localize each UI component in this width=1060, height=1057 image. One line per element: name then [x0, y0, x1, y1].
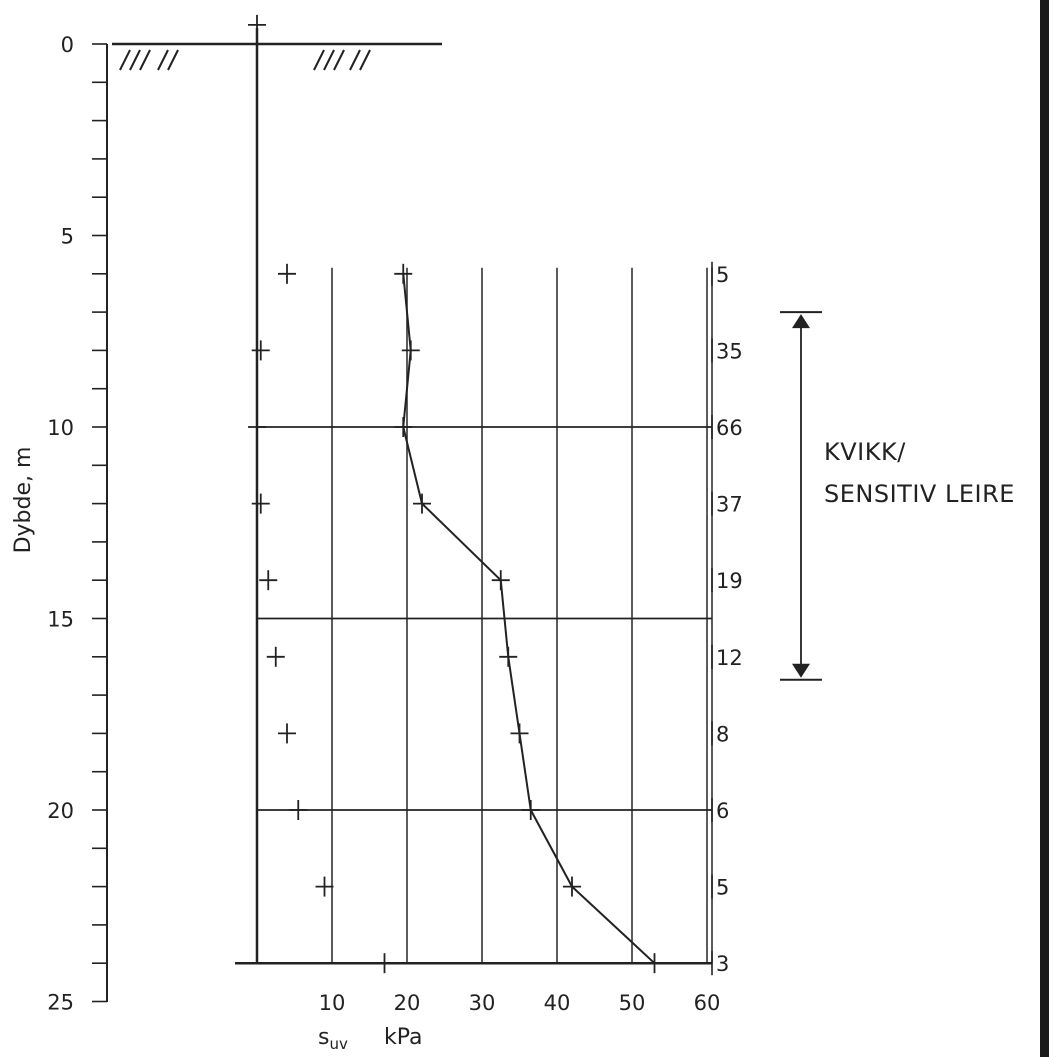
series-0-line: [402, 273, 656, 964]
right-value-label: 5: [716, 263, 729, 287]
depth-tick-label: 0: [61, 33, 74, 57]
x-axis-subscript: uv: [329, 1035, 348, 1053]
depth-ticks: 0 5 10 15 20 25: [47, 33, 107, 1015]
series-1-point: [248, 417, 266, 437]
x-axis-unit: kPa: [384, 1025, 423, 1050]
x-axis-label: suv: [318, 1025, 348, 1053]
series-0-point: [510, 723, 529, 744]
series-1-point: [259, 570, 278, 591]
series-1-point: [315, 876, 334, 897]
right-value-label: 37: [716, 493, 743, 517]
zone-label-line1: KVIKK/: [824, 438, 906, 466]
right-value-label: 66: [716, 416, 743, 440]
series-1-point: [251, 493, 270, 514]
series-0-point: [521, 800, 540, 820]
right-value-label: 3: [716, 952, 729, 976]
zone-annotation: [780, 311, 822, 681]
x-tick-labels: 10 20 30 40 50 60: [319, 991, 721, 1015]
y-axis-label: Dybde, m: [11, 447, 36, 554]
right-value-labels: 5 35 66 37 19 12 8 6 5 3: [711, 261, 743, 976]
ground-hatch-left: [119, 49, 179, 71]
zone-arrow-head-down: [792, 663, 810, 678]
x-tick-label: 10: [319, 991, 346, 1015]
series-1-point: [251, 340, 270, 361]
x-tick-label: 30: [469, 991, 496, 1015]
depth-tick-label: 10: [47, 416, 74, 440]
series-1-point: [266, 646, 285, 667]
depth-tick-label: 15: [47, 608, 74, 632]
right-value-label: 8: [716, 722, 729, 746]
series-0-point: [499, 646, 518, 667]
top-marker-point: [248, 14, 266, 35]
right-value-label: 35: [716, 339, 743, 363]
series-0-point: [401, 340, 420, 361]
series-0-point: [394, 417, 413, 437]
series-layer: [248, 14, 664, 974]
ground-hatch-right: [313, 49, 371, 71]
series-0-point: [394, 263, 413, 284]
right-value-label: 6: [716, 799, 729, 823]
series-0-point: [413, 493, 431, 514]
right-value-label: 12: [716, 646, 743, 670]
x-tick-label: 60: [694, 991, 721, 1015]
page-edge-bar: [1040, 0, 1049, 1057]
series-0-point: [563, 876, 581, 897]
series-0-point: [491, 570, 510, 591]
series-0-point: [645, 953, 664, 974]
depth-tick-label: 20: [47, 799, 74, 823]
x-tick-label: 20: [394, 991, 421, 1015]
right-value-label: 5: [716, 876, 729, 900]
x-tick-label: 50: [619, 991, 646, 1015]
x-axis-symbol: s: [318, 1025, 329, 1050]
depth-tick-label: 5: [61, 225, 74, 249]
series-1-point: [375, 953, 394, 974]
static-layer: [106, 28, 442, 1002]
x-tick-label: 40: [544, 991, 571, 1015]
series-1-point: [278, 723, 296, 744]
series-1-point: [289, 800, 308, 820]
zone-arrow-head-up: [792, 314, 810, 329]
right-value-label: 19: [716, 569, 743, 593]
depth-tick-label: 25: [47, 991, 74, 1015]
series-1-point: [278, 263, 296, 284]
zone-label-line2: SENSITIV LEIRE: [824, 480, 1015, 508]
grid-layer: [235, 267, 713, 965]
